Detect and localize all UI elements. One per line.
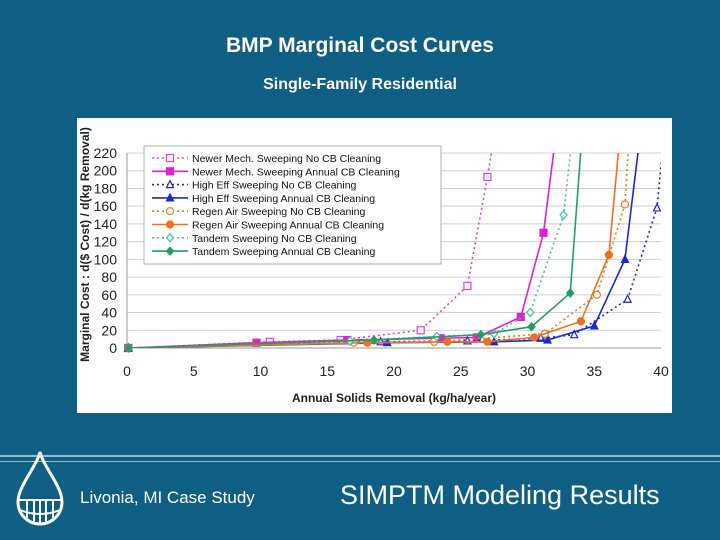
series-point-7 <box>525 307 535 318</box>
legend-swatch-marker <box>165 153 175 163</box>
legend-label: Regen Air Sweeping Annual CB Cleaning <box>192 220 384 232</box>
y-tick-label: 200 <box>94 163 118 179</box>
legend-label: High Eff Sweeping No CB Cleaning <box>192 180 357 192</box>
series-point-7 <box>559 210 568 220</box>
series-point-3 <box>623 293 633 303</box>
x-tick-label: 20 <box>386 363 402 379</box>
y-tick-label: 220 <box>94 145 118 161</box>
slide-subtitle: Single-Family Residential <box>263 76 457 93</box>
series-point-2 <box>252 338 261 347</box>
series-point-4 <box>620 254 630 263</box>
x-tick-label: 35 <box>586 363 602 379</box>
legend-swatch-marker <box>165 246 175 257</box>
series-point-8 <box>565 288 575 298</box>
series-point-3 <box>652 202 662 212</box>
legend-box <box>143 145 442 265</box>
y-tick-label: 120 <box>94 234 118 250</box>
legend-label: Newer Mech. Sweeping Annual CB Cleaning <box>192 166 400 178</box>
x-tick-label: 40 <box>653 363 669 379</box>
series-line-8 <box>128 153 582 348</box>
x-tick-label: 15 <box>319 363 335 379</box>
legend-swatch-marker <box>165 192 175 202</box>
footer-divider <box>0 455 720 457</box>
legend-swatch-marker <box>165 167 175 176</box>
y-tick-label: 80 <box>101 269 117 285</box>
y-tick-label: 140 <box>94 216 118 232</box>
series-point-4 <box>543 334 552 344</box>
series-point-8 <box>369 335 379 345</box>
y-tick-label: 0 <box>109 340 117 356</box>
legend-label: High Eff Sweeping Annual CB Cleaning <box>192 193 375 205</box>
y-tick-label: 160 <box>94 198 118 214</box>
x-tick-label: 5 <box>190 363 198 379</box>
y-tick-label: 40 <box>101 305 117 321</box>
footer-case-study: Livonia, MI Case Study <box>80 488 255 507</box>
legend-swatch-marker <box>165 232 175 243</box>
series-point-6 <box>604 250 614 260</box>
series-point-4 <box>589 320 599 330</box>
series-point-3 <box>569 329 579 339</box>
x-axis-title: Annual Solids Removal (kg/ha/year) <box>292 391 496 405</box>
footer-divider-thin <box>0 461 720 462</box>
series-point-1 <box>463 281 472 291</box>
x-tick-label: 10 <box>253 363 269 379</box>
y-tick-label: 20 <box>101 322 117 338</box>
legend-label: Tandem Sweeping No CB Cleaning <box>192 233 357 245</box>
x-tick-label: 25 <box>453 363 469 379</box>
series-line-2 <box>128 153 555 348</box>
legend-swatch-marker <box>165 207 175 216</box>
legend-label: Regen Air Sweeping No CB Cleaning <box>192 206 366 218</box>
series-point-6 <box>483 337 492 346</box>
y-tick-label: 60 <box>101 287 117 303</box>
slide-title: BMP Marginal Cost Curves <box>225 34 494 57</box>
legend-label: Tandem Sweeping Annual CB Cleaning <box>192 246 375 258</box>
x-tick-label: 30 <box>520 363 536 379</box>
legend-swatch-marker <box>165 220 175 229</box>
series-point-2 <box>539 228 548 237</box>
y-tick-label: 180 <box>94 180 118 196</box>
y-tick-label: 100 <box>94 251 118 267</box>
series-point-5 <box>620 200 630 209</box>
series-point-1 <box>483 172 492 182</box>
chart-panel: 0 20 40 60 80 100 120 140 160 180 200 220 0 5 10 15 20 25… <box>77 118 672 413</box>
water-drop-logo-icon <box>12 448 68 531</box>
series-point-6 <box>530 333 539 342</box>
x-tick-label: 0 <box>123 363 131 379</box>
series-point-8 <box>476 329 486 340</box>
series-point-1 <box>416 326 425 335</box>
series-point-6 <box>576 317 585 326</box>
y-axis-title: Marginal Cost : d($ Cost) / d(kg Removal… <box>78 127 92 362</box>
series-point-6 <box>443 337 452 346</box>
series-line-6 <box>128 153 620 348</box>
series-point-8 <box>527 321 536 332</box>
series-point-5 <box>592 290 602 299</box>
legend-swatch-marker <box>165 179 175 189</box>
legend-label: Newer Mech. Sweeping No CB Cleaning <box>192 153 381 165</box>
footer-modeling-results: SIMPTM Modeling Results <box>340 480 660 510</box>
series-point-2 <box>516 312 525 322</box>
series-point-8 <box>124 343 133 353</box>
